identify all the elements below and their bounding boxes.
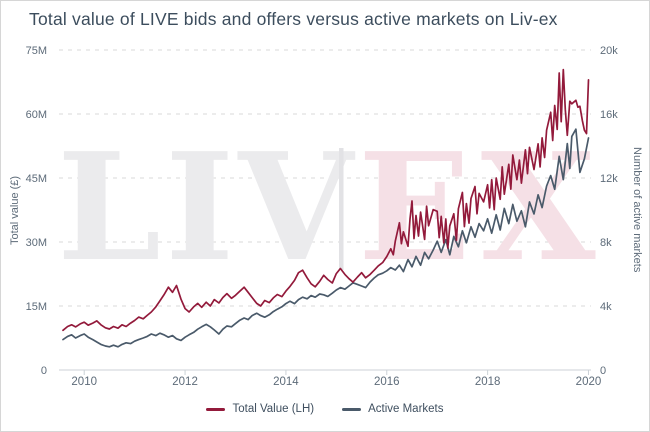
x-axis-label-2020: 2020 (576, 376, 602, 388)
legend-item-total-value[interactable]: Total Value (LH) (206, 403, 314, 415)
right-axis-tick-0: 0 (600, 365, 606, 377)
legend-label-active-markets: Active Markets (368, 403, 444, 415)
legend-label-total-value: Total Value (LH) (232, 403, 315, 415)
x-axis-label-2016: 2016 (374, 376, 400, 388)
series-line-active-markets (62, 128, 590, 348)
left-axis-tick-15M: 15M (26, 301, 47, 313)
right-axis-tick-16k: 16k (600, 109, 618, 121)
x-axis-label-2018: 2018 (475, 376, 501, 388)
left-axis-tick-75M: 75M (26, 45, 47, 57)
active-markets-line-swatch (342, 407, 362, 411)
legend: Total Value (LH) Active Markets (1, 403, 649, 415)
series-line-total-value-lh (62, 68, 590, 332)
left-axis-tick-60M: 60M (26, 109, 47, 121)
right-axis-tick-8k: 8k (600, 237, 612, 249)
left-axis-tick-30M: 30M (26, 237, 47, 249)
left-axis-tick-0: 0 (41, 365, 47, 377)
right-axis-tick-12k: 12k (600, 173, 618, 185)
x-axis-label-2014: 2014 (273, 376, 299, 388)
left-axis-title: Total value (£) (9, 175, 21, 245)
watermark-liv: LIV (57, 120, 357, 294)
right-axis-title: Number of active markets (631, 147, 643, 273)
right-axis-tick-4k: 4k (600, 301, 612, 313)
left-axis-tick-45M: 45M (26, 173, 47, 185)
watermark-divider (339, 148, 344, 270)
legend-item-active-markets[interactable]: Active Markets (342, 403, 444, 415)
right-axis-tick-20k: 20k (600, 45, 618, 57)
x-axis-label-2012: 2012 (172, 376, 198, 388)
x-axis-label-2010: 2010 (71, 376, 97, 388)
chart-title: Total value of LIVE bids and offers vers… (29, 9, 558, 29)
total-value-line-swatch (206, 407, 226, 411)
watermark-ex: EX (358, 120, 606, 294)
